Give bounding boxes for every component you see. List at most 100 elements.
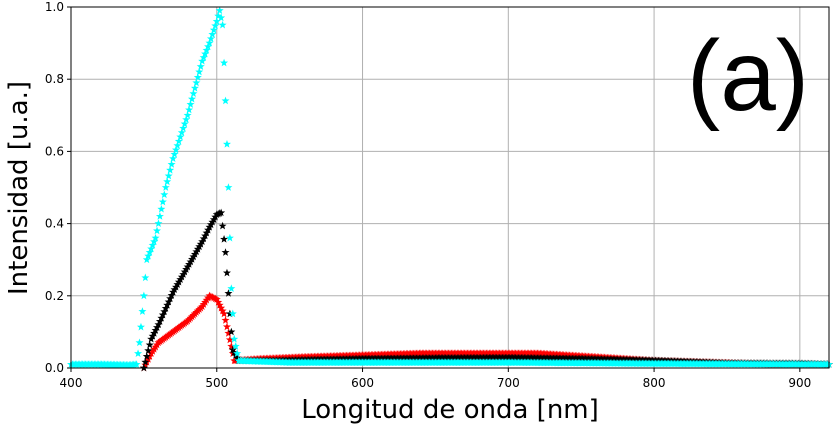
star-marker xyxy=(153,226,161,235)
star-marker xyxy=(196,62,205,70)
y-tick-label: 0.2 xyxy=(45,289,64,303)
star-marker xyxy=(141,358,150,366)
y-tick-label: 1.0 xyxy=(45,0,64,14)
star-marker xyxy=(185,105,194,114)
star-marker xyxy=(161,304,170,312)
x-tick-label: 800 xyxy=(643,376,666,390)
x-tick-label: 700 xyxy=(497,376,520,390)
y-axis: 0.0 0.2 0.4 0.6 0.8 1.0 xyxy=(45,0,71,375)
star-marker xyxy=(215,300,224,309)
star-marker xyxy=(230,334,239,343)
star-marker xyxy=(224,183,233,191)
star-marker xyxy=(193,73,202,81)
star-marker xyxy=(167,291,176,299)
star-marker xyxy=(144,346,153,355)
x-tick-label: 600 xyxy=(351,376,374,390)
star-marker xyxy=(155,212,164,220)
plot-frame xyxy=(70,6,830,369)
star-marker xyxy=(180,119,189,128)
star-marker xyxy=(221,96,230,105)
y-tick-label: 0.6 xyxy=(45,144,64,158)
star-marker xyxy=(169,154,178,163)
star-marker xyxy=(150,237,159,246)
star-marker xyxy=(187,94,196,103)
x-axis: 400 500 600 700 800 900 xyxy=(60,368,811,390)
y-axis-label: Intensidad [u.a.] xyxy=(4,81,34,295)
star-marker xyxy=(182,115,191,124)
star-marker xyxy=(225,233,234,242)
star-marker xyxy=(186,100,195,108)
star-marker xyxy=(227,327,236,336)
star-marker xyxy=(144,251,153,260)
star-marker xyxy=(218,20,227,29)
star-marker xyxy=(222,268,231,277)
star-marker xyxy=(160,190,169,199)
star-marker xyxy=(231,342,240,350)
star-marker xyxy=(228,345,237,354)
star-marker xyxy=(206,34,215,43)
star-marker xyxy=(145,340,154,349)
star-marker xyxy=(233,349,242,357)
star-marker xyxy=(154,320,163,329)
data-series xyxy=(67,6,833,372)
star-marker xyxy=(157,204,166,213)
star-marker xyxy=(218,221,227,230)
star-marker xyxy=(148,241,157,249)
star-marker xyxy=(139,291,148,300)
star-marker xyxy=(205,38,214,47)
star-marker xyxy=(176,132,185,141)
star-marker xyxy=(225,309,234,318)
x-tick-label: 500 xyxy=(205,376,228,390)
star-marker xyxy=(224,329,233,337)
x-tick-label: 400 xyxy=(60,376,83,390)
star-marker xyxy=(227,342,236,350)
y-tick-label: 0.4 xyxy=(45,217,64,231)
star-marker xyxy=(214,298,223,306)
star-marker xyxy=(142,352,151,360)
star-marker xyxy=(136,322,145,331)
star-marker xyxy=(209,25,218,34)
y-tick-label: 0.8 xyxy=(45,72,64,86)
star-marker xyxy=(160,307,169,316)
star-marker xyxy=(183,111,192,119)
star-marker xyxy=(217,13,226,22)
star-marker xyxy=(225,335,234,344)
star-marker xyxy=(211,21,220,30)
series-3 xyxy=(67,6,833,369)
star-marker xyxy=(155,317,164,325)
star-marker xyxy=(166,165,175,174)
star-marker xyxy=(222,139,231,148)
star-marker xyxy=(154,219,163,227)
star-marker xyxy=(199,53,208,61)
star-marker xyxy=(134,349,143,357)
star-marker xyxy=(158,197,167,206)
star-marker xyxy=(222,322,231,331)
star-marker xyxy=(132,360,141,368)
star-marker xyxy=(220,309,229,318)
star-marker xyxy=(218,306,227,315)
star-marker xyxy=(217,303,226,312)
star-marker xyxy=(135,338,144,347)
star-marker xyxy=(151,233,160,242)
star-marker xyxy=(166,294,175,303)
star-marker xyxy=(198,56,207,65)
series-2 xyxy=(139,208,833,372)
x-tick-label: 900 xyxy=(788,376,811,390)
star-marker xyxy=(164,297,173,306)
star-marker xyxy=(227,284,236,292)
star-marker xyxy=(167,160,176,168)
star-marker xyxy=(217,208,226,217)
star-marker xyxy=(204,42,213,51)
star-marker xyxy=(224,289,233,297)
star-marker xyxy=(202,46,211,54)
star-marker xyxy=(215,6,224,15)
star-marker xyxy=(201,49,210,58)
star-marker xyxy=(158,310,167,319)
y-tick-label: 0.0 xyxy=(45,361,64,375)
star-marker xyxy=(212,295,221,303)
star-marker xyxy=(228,309,237,318)
star-marker xyxy=(141,273,150,282)
star-marker xyxy=(145,248,154,256)
star-marker xyxy=(179,124,188,132)
